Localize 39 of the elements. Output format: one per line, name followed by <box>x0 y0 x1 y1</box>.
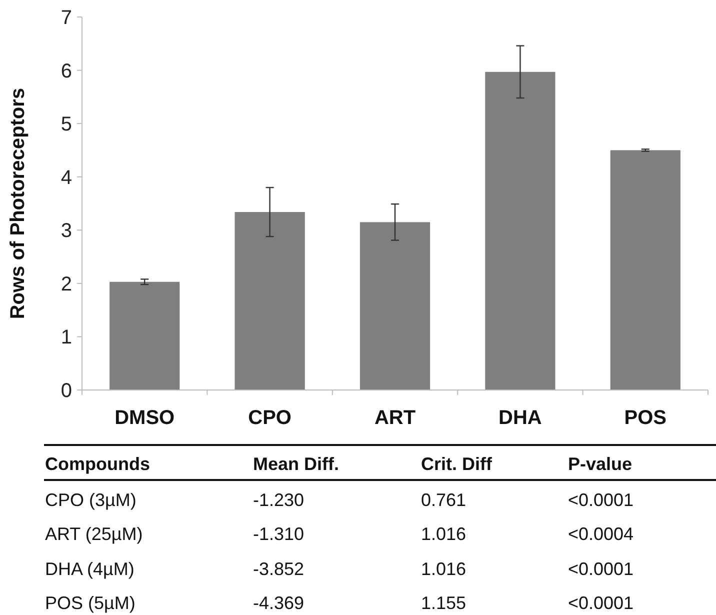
text: <0.0001 <box>568 593 634 613</box>
y-tick-label: 0 <box>60 380 72 402</box>
bar <box>360 222 430 390</box>
text: <0.0001 <box>568 559 634 579</box>
bar <box>110 282 180 390</box>
text: <0.0004 <box>568 524 634 544</box>
text: -1.310 <box>253 524 304 544</box>
text: DHA (4µM) <box>45 559 134 579</box>
text: 0.761 <box>421 490 466 510</box>
x-tick-label: POS <box>624 407 667 429</box>
x-tick-label: DHA <box>498 407 542 429</box>
text: <0.0001 <box>568 490 634 510</box>
y-tick-label: 2 <box>60 273 72 296</box>
text: P-value <box>568 454 632 474</box>
text: 1.016 <box>421 524 466 544</box>
text: 1.155 <box>421 593 466 613</box>
y-axis-title: Rows of Photoreceptors <box>7 88 29 320</box>
y-tick-label: 6 <box>60 60 72 82</box>
x-tick-label: DMSO <box>114 407 175 429</box>
x-tick-label: ART <box>374 407 416 429</box>
y-tick-label: 3 <box>60 220 72 242</box>
x-tick-label: CPO <box>248 407 292 429</box>
bar <box>485 72 556 390</box>
text: Crit. Diff <box>421 454 493 474</box>
y-tick-label: 7 <box>60 7 72 29</box>
text: -1.230 <box>253 490 304 510</box>
text: POS (5µM) <box>45 593 136 613</box>
text: Compounds <box>45 454 150 474</box>
text: -3.852 <box>253 559 304 579</box>
y-tick-label: 4 <box>60 166 72 189</box>
text: CPO (3µM) <box>45 490 136 510</box>
bar <box>610 150 680 390</box>
text: -4.369 <box>253 593 304 613</box>
y-tick-label: 5 <box>60 114 72 136</box>
text: ART (25µM) <box>45 524 143 544</box>
bar <box>234 212 305 390</box>
text: Mean Diff. <box>253 454 340 474</box>
y-tick-label: 1 <box>60 326 72 349</box>
text: 1.016 <box>421 559 466 579</box>
